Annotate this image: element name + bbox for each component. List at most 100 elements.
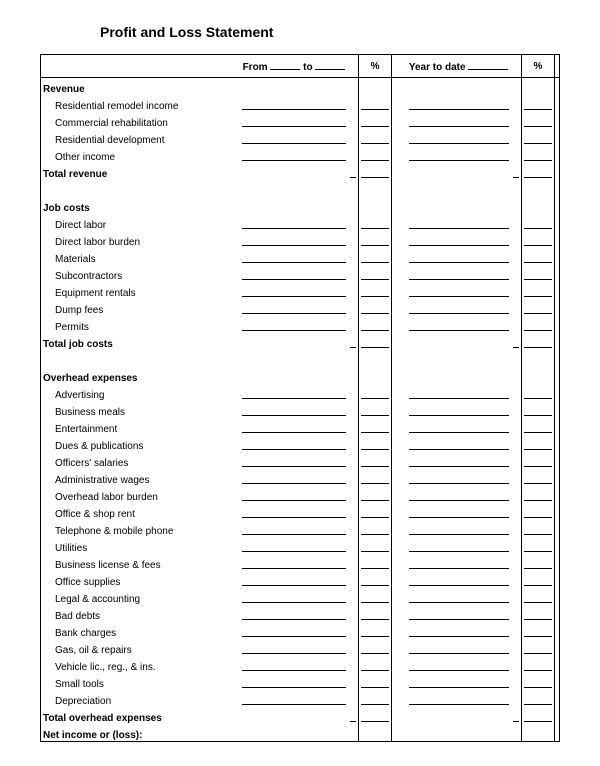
value-blank[interactable] (524, 267, 551, 280)
value-blank[interactable] (361, 454, 388, 467)
value-blank[interactable] (350, 709, 357, 722)
value-blank[interactable] (409, 420, 509, 433)
value-blank[interactable] (242, 641, 346, 654)
value-blank[interactable] (361, 335, 388, 348)
value-blank[interactable] (361, 641, 388, 654)
value-blank[interactable] (524, 505, 551, 518)
value-blank[interactable] (524, 709, 551, 722)
value-blank[interactable] (524, 454, 551, 467)
value-blank[interactable] (409, 97, 509, 110)
value-blank[interactable] (524, 488, 551, 501)
value-blank[interactable] (242, 522, 346, 535)
value-blank[interactable] (361, 131, 388, 144)
value-blank[interactable] (361, 488, 388, 501)
value-blank[interactable] (409, 148, 509, 161)
value-blank[interactable] (242, 658, 346, 671)
value-blank[interactable] (350, 335, 357, 348)
value-blank[interactable] (242, 131, 346, 144)
value-blank[interactable] (242, 692, 346, 705)
value-blank[interactable] (524, 148, 551, 161)
value-blank[interactable] (242, 148, 346, 161)
value-blank[interactable] (409, 386, 509, 399)
value-blank[interactable] (242, 505, 346, 518)
value-blank[interactable] (524, 386, 551, 399)
value-blank[interactable] (409, 437, 509, 450)
value-blank[interactable] (524, 556, 551, 569)
value-blank[interactable] (361, 97, 388, 110)
value-blank[interactable] (524, 403, 551, 416)
value-blank[interactable] (242, 114, 346, 127)
value-blank[interactable] (350, 165, 357, 178)
value-blank[interactable] (361, 675, 388, 688)
value-blank[interactable] (409, 216, 509, 229)
value-blank[interactable] (409, 658, 509, 671)
value-blank[interactable] (409, 131, 509, 144)
value-blank[interactable] (242, 488, 346, 501)
value-blank[interactable] (242, 386, 346, 399)
value-blank[interactable] (524, 97, 551, 110)
to-blank[interactable] (315, 59, 345, 70)
value-blank[interactable] (409, 624, 509, 637)
value-blank[interactable] (524, 233, 551, 246)
value-blank[interactable] (361, 573, 388, 586)
value-blank[interactable] (524, 335, 551, 348)
value-blank[interactable] (361, 590, 388, 603)
value-blank[interactable] (524, 114, 551, 127)
value-blank[interactable] (361, 624, 388, 637)
value-blank[interactable] (361, 607, 388, 620)
from-blank[interactable] (270, 59, 300, 70)
value-blank[interactable] (361, 692, 388, 705)
value-blank[interactable] (409, 505, 509, 518)
value-blank[interactable] (409, 454, 509, 467)
value-blank[interactable] (361, 148, 388, 161)
value-blank[interactable] (524, 216, 551, 229)
value-blank[interactable] (242, 573, 346, 586)
value-blank[interactable] (524, 539, 551, 552)
value-blank[interactable] (242, 556, 346, 569)
value-blank[interactable] (524, 590, 551, 603)
value-blank[interactable] (361, 539, 388, 552)
value-blank[interactable] (409, 114, 509, 127)
value-blank[interactable] (242, 284, 346, 297)
value-blank[interactable] (409, 250, 509, 263)
value-blank[interactable] (513, 165, 520, 178)
value-blank[interactable] (242, 233, 346, 246)
value-blank[interactable] (409, 522, 509, 535)
value-blank[interactable] (361, 658, 388, 671)
value-blank[interactable] (242, 267, 346, 280)
value-blank[interactable] (242, 216, 346, 229)
value-blank[interactable] (524, 420, 551, 433)
value-blank[interactable] (409, 471, 509, 484)
value-blank[interactable] (409, 607, 509, 620)
value-blank[interactable] (361, 165, 388, 178)
value-blank[interactable] (524, 522, 551, 535)
value-blank[interactable] (524, 641, 551, 654)
value-blank[interactable] (242, 318, 346, 331)
value-blank[interactable] (242, 97, 346, 110)
value-blank[interactable] (361, 556, 388, 569)
value-blank[interactable] (409, 573, 509, 586)
value-blank[interactable] (524, 318, 551, 331)
value-blank[interactable] (409, 539, 509, 552)
value-blank[interactable] (513, 335, 520, 348)
value-blank[interactable] (361, 216, 388, 229)
value-blank[interactable] (361, 471, 388, 484)
value-blank[interactable] (409, 488, 509, 501)
value-blank[interactable] (524, 165, 551, 178)
value-blank[interactable] (409, 641, 509, 654)
value-blank[interactable] (242, 250, 346, 263)
value-blank[interactable] (524, 471, 551, 484)
value-blank[interactable] (361, 386, 388, 399)
value-blank[interactable] (409, 556, 509, 569)
value-blank[interactable] (242, 403, 346, 416)
value-blank[interactable] (409, 267, 509, 280)
value-blank[interactable] (513, 709, 520, 722)
value-blank[interactable] (361, 301, 388, 314)
value-blank[interactable] (361, 709, 388, 722)
value-blank[interactable] (409, 233, 509, 246)
value-blank[interactable] (524, 573, 551, 586)
value-blank[interactable] (242, 539, 346, 552)
value-blank[interactable] (242, 454, 346, 467)
value-blank[interactable] (524, 131, 551, 144)
value-blank[interactable] (361, 250, 388, 263)
